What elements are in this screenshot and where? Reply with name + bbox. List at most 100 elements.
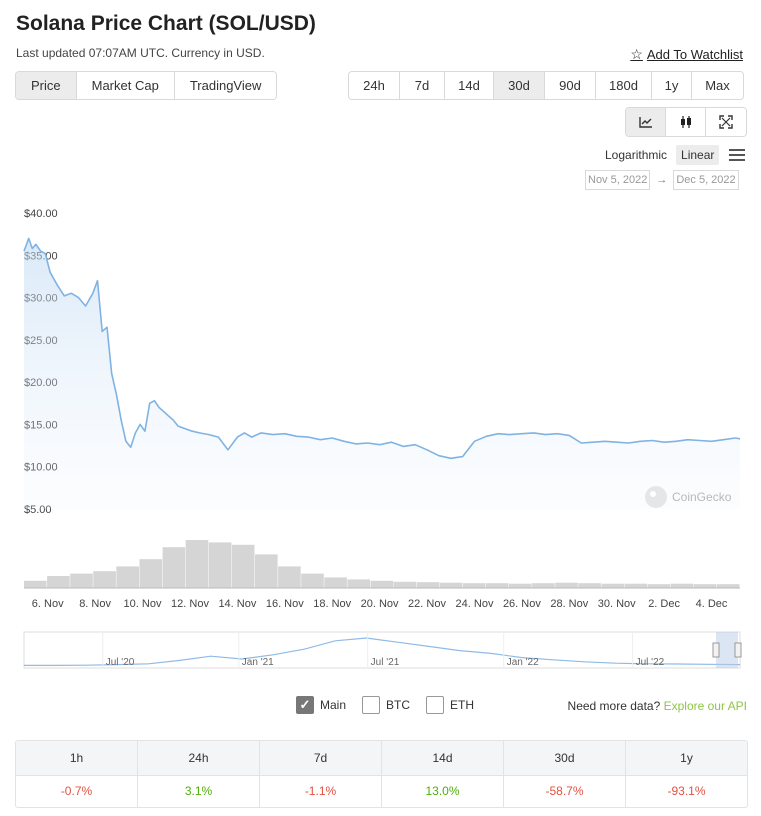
explore-api-link[interactable]: Explore our API bbox=[663, 699, 747, 713]
volume-bar bbox=[139, 559, 163, 588]
candlestick-button[interactable] bbox=[666, 108, 706, 136]
volume-bar bbox=[47, 576, 70, 588]
x-tick-label: 18. Nov bbox=[313, 598, 351, 610]
range-30d[interactable]: 30d bbox=[494, 72, 545, 99]
checkbox-checked-icon[interactable]: ✓ bbox=[296, 696, 314, 714]
tab-price[interactable]: Price bbox=[16, 72, 77, 99]
volume-bar bbox=[509, 583, 532, 588]
fullscreen-icon bbox=[719, 115, 733, 129]
price-chart[interactable]: $40.00$35.00$30.00$25.00$20.00$15.00$10.… bbox=[0, 195, 761, 685]
volume-bar bbox=[647, 584, 671, 588]
compare-btc[interactable]: BTC bbox=[362, 696, 410, 714]
perf-value-1h: -0.7% bbox=[16, 775, 138, 807]
candlestick-icon bbox=[680, 116, 691, 128]
volume-bar bbox=[716, 584, 740, 588]
volume-bar bbox=[555, 582, 578, 588]
volume-bar bbox=[116, 566, 139, 588]
perf-header: 7d bbox=[260, 741, 382, 775]
x-tick-label: 30. Nov bbox=[598, 598, 636, 610]
x-axis: 6. Nov 8. Nov 10. Nov 12. Nov 14. Nov 16. Nov… bbox=[32, 598, 728, 610]
range-7d[interactable]: 7d bbox=[400, 72, 445, 99]
range-90d[interactable]: 90d bbox=[545, 72, 596, 99]
y-tick-label: $40.00 bbox=[24, 208, 58, 220]
last-updated: Last updated 07:07AM UTC. Currency in US… bbox=[16, 46, 265, 60]
range-navigator[interactable]: Jul '20 Jan '21 Jul '21 Jan '22 Jul '22 bbox=[23, 631, 742, 669]
navigator-handle-right bbox=[734, 642, 742, 658]
compare-eth-label: ETH bbox=[450, 698, 475, 712]
navigator-label: Jan '21 bbox=[242, 657, 274, 668]
range-24h[interactable]: 24h bbox=[349, 72, 400, 99]
line-chart-button[interactable] bbox=[626, 108, 666, 136]
navigator-label: Jul '20 bbox=[106, 657, 135, 668]
x-tick-label: 10. Nov bbox=[124, 598, 162, 610]
volume-bar bbox=[601, 583, 624, 588]
navigator-label: Jul '21 bbox=[371, 657, 400, 668]
navigator-selection bbox=[716, 632, 738, 668]
compare-eth[interactable]: ETH bbox=[426, 696, 474, 714]
add-to-watchlist-link[interactable]: ☆ Add To Watchlist bbox=[630, 46, 743, 63]
scale-linear[interactable]: Linear bbox=[676, 145, 720, 165]
range-14d[interactable]: 14d bbox=[445, 72, 494, 99]
range-1y[interactable]: 1y bbox=[652, 72, 692, 99]
volume-bar bbox=[278, 566, 301, 588]
chart-type-buttons bbox=[625, 107, 747, 137]
x-tick-label: 8. Nov bbox=[79, 598, 111, 610]
time-range-selector: 24h 7d 14d 30d 90d 180d 1y Max bbox=[348, 71, 744, 100]
volume-bar bbox=[439, 582, 463, 588]
x-tick-label: 24. Nov bbox=[456, 598, 494, 610]
date-to-input[interactable]: Dec 5, 2022 bbox=[673, 170, 739, 190]
volume-bar bbox=[185, 540, 209, 588]
volume-bar bbox=[208, 542, 232, 588]
compare-main[interactable]: ✓ Main bbox=[296, 696, 346, 714]
volume-bar bbox=[485, 583, 509, 588]
navigator-frame bbox=[23, 631, 741, 669]
perf-value-7d: -1.1% bbox=[260, 775, 382, 807]
fullscreen-button[interactable] bbox=[706, 108, 746, 136]
checkbox-icon[interactable] bbox=[426, 696, 445, 714]
scale-logarithmic[interactable]: Logarithmic bbox=[605, 148, 668, 162]
volume-bar bbox=[93, 571, 116, 588]
more-data-note: Need more data? Explore our API bbox=[568, 699, 747, 713]
date-from-input[interactable]: Nov 5, 2022 bbox=[585, 170, 651, 190]
x-tick-label: 28. Nov bbox=[550, 598, 588, 610]
scale-toggle: Logarithmic Linear bbox=[600, 145, 746, 165]
performance-table: 1h 24h 7d 14d 30d 1y -0.7% 3.1% -1.1% 13… bbox=[15, 740, 748, 808]
range-max[interactable]: Max bbox=[692, 72, 743, 99]
volume-bar bbox=[624, 583, 648, 588]
navigator-line bbox=[24, 637, 741, 666]
range-180d[interactable]: 180d bbox=[596, 72, 652, 99]
navigator-label: Jul '22 bbox=[636, 657, 665, 668]
volume-bar bbox=[162, 547, 186, 588]
hamburger-menu-icon[interactable] bbox=[729, 149, 746, 161]
perf-header: 24h bbox=[138, 741, 260, 775]
volume-bar bbox=[231, 544, 255, 588]
perf-header: 30d bbox=[504, 741, 626, 775]
perf-header: 1y bbox=[680, 751, 693, 765]
compare-btc-label: BTC bbox=[386, 698, 411, 712]
volume-bar bbox=[532, 583, 555, 588]
volume-bar bbox=[370, 580, 394, 588]
volume-bar bbox=[255, 554, 278, 588]
compare-toggles: ✓ Main BTC ETH bbox=[296, 696, 474, 714]
page-title: Solana Price Chart (SOL/USD) bbox=[16, 12, 316, 35]
volume-bar bbox=[462, 583, 486, 588]
volume-bar bbox=[347, 579, 370, 588]
perf-header: 1h bbox=[16, 741, 138, 775]
navigator-label: Jan '22 bbox=[507, 657, 539, 668]
volume-bar bbox=[416, 582, 440, 588]
x-tick-label: 20. Nov bbox=[361, 598, 399, 610]
x-tick-label: 2. Dec bbox=[648, 598, 680, 610]
tab-market-cap[interactable]: Market Cap bbox=[76, 72, 175, 99]
checkbox-icon[interactable] bbox=[362, 696, 381, 714]
volume-bar bbox=[693, 584, 717, 588]
volume-bar bbox=[301, 573, 324, 588]
perf-header: 14d bbox=[382, 741, 504, 775]
view-tabs: Price Market Cap TradingView bbox=[15, 71, 278, 100]
performance-values-row: -0.7% 3.1% -1.1% 13.0% -58.7% -93.1% bbox=[16, 775, 747, 807]
volume-bar bbox=[70, 573, 93, 588]
arrow-right-icon: → bbox=[656, 174, 668, 186]
x-tick-label: 14. Nov bbox=[218, 598, 256, 610]
watchlist-label: Add To Watchlist bbox=[646, 47, 743, 62]
volume-bar bbox=[324, 577, 347, 588]
tab-tradingview[interactable]: TradingView bbox=[174, 72, 277, 99]
